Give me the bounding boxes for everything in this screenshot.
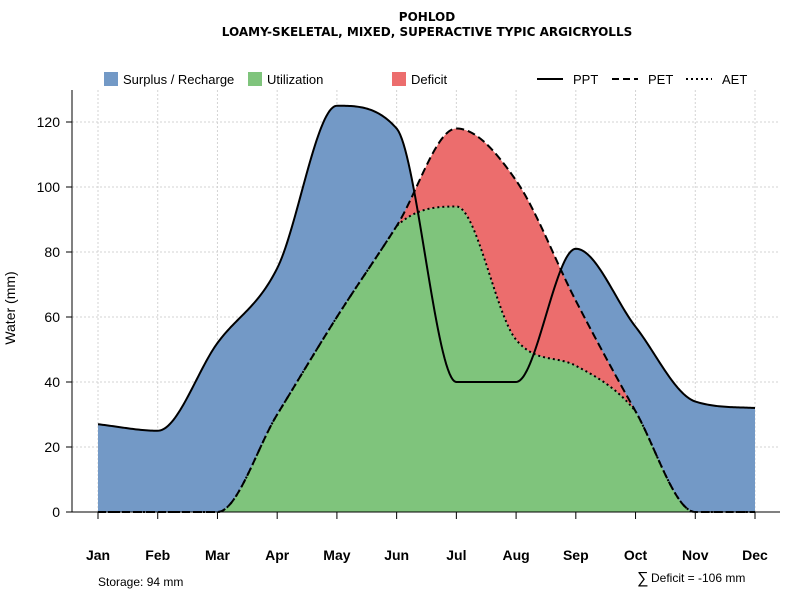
- deficit-symbol: ∑: [637, 570, 648, 587]
- deficit-label: Deficit = -106 mm: [651, 571, 745, 585]
- x-tick-label: Oct: [624, 547, 648, 563]
- x-tick-label: Aug: [502, 547, 529, 563]
- aet-line: [98, 205, 755, 513]
- y-tick-label: 120: [37, 114, 61, 130]
- y-tick-label: 100: [37, 179, 61, 195]
- legend-swatch: [104, 72, 118, 86]
- chart-title: POHLOD: [399, 10, 455, 24]
- x-tick-label: Jan: [86, 547, 110, 563]
- y-tick-label: 0: [52, 504, 60, 520]
- legend-label: PET: [648, 72, 673, 87]
- x-tick-label: Apr: [265, 547, 290, 563]
- utilization-area: [98, 206, 755, 512]
- y-tick-label: 40: [44, 374, 60, 390]
- legend-swatch: [392, 72, 406, 86]
- legend-label: PPT: [573, 72, 598, 87]
- legend: Surplus / Recharge Utilization Deficit PPT P…: [104, 72, 747, 87]
- x-tick-label: Dec: [742, 547, 768, 563]
- legend-label: AET: [722, 72, 747, 87]
- legend-label: Surplus / Recharge: [123, 72, 234, 87]
- deficit-area: [98, 128, 755, 512]
- x-tick-label: May: [323, 547, 350, 563]
- ppt-line: [97, 104, 756, 432]
- x-tick-label: Sep: [563, 547, 589, 563]
- y-axis-title: Water (mm): [2, 271, 18, 344]
- x-tick-label: Jul: [446, 547, 466, 563]
- legend-label: Deficit: [411, 72, 448, 87]
- legend-swatch: [248, 72, 262, 86]
- x-tick-label: Mar: [205, 547, 230, 563]
- chart-subtitle: LOAMY-SKELETAL, MIXED, SUPERACTIVE TYPIC…: [222, 25, 632, 39]
- y-tick-label: 60: [44, 309, 60, 325]
- y-tick-label: 20: [44, 439, 60, 455]
- storage-label: Storage: 94 mm: [98, 575, 183, 589]
- y-tick-label: 80: [44, 244, 60, 260]
- area-fills: [98, 105, 755, 512]
- x-tick-label: Feb: [145, 547, 170, 563]
- legend-label: Utilization: [267, 72, 323, 87]
- x-tick-label: Jun: [384, 547, 409, 563]
- x-tick-label: Nov: [682, 547, 709, 563]
- axes: 0 20 40 60 80 100 120 Jan Feb Mar Apr May Jun Jul Aug S…: [37, 90, 780, 563]
